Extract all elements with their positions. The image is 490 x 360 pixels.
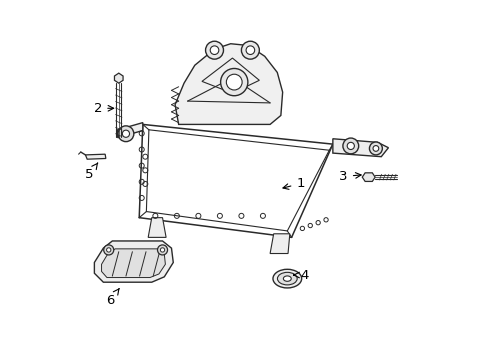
Ellipse shape: [277, 273, 297, 285]
Polygon shape: [148, 218, 166, 237]
Circle shape: [369, 142, 382, 155]
Circle shape: [160, 248, 165, 252]
Text: 1: 1: [283, 177, 305, 190]
Text: 6: 6: [106, 288, 119, 307]
Circle shape: [242, 41, 259, 59]
Ellipse shape: [283, 276, 291, 281]
Polygon shape: [95, 241, 173, 282]
Polygon shape: [270, 234, 290, 253]
Polygon shape: [362, 173, 375, 181]
Text: 2: 2: [94, 102, 114, 115]
Text: 5: 5: [85, 163, 98, 181]
Polygon shape: [118, 123, 143, 138]
Circle shape: [205, 41, 223, 59]
Circle shape: [343, 138, 359, 154]
Circle shape: [226, 74, 242, 90]
Text: 3: 3: [340, 170, 361, 183]
Circle shape: [373, 145, 379, 151]
Polygon shape: [115, 73, 123, 83]
Ellipse shape: [273, 269, 302, 288]
Circle shape: [107, 248, 111, 252]
Circle shape: [347, 142, 354, 149]
Text: 4: 4: [294, 269, 308, 282]
Circle shape: [118, 126, 134, 141]
Polygon shape: [101, 249, 166, 278]
Polygon shape: [333, 139, 389, 157]
Circle shape: [157, 245, 168, 255]
Circle shape: [122, 130, 129, 137]
Polygon shape: [85, 154, 106, 159]
Circle shape: [210, 46, 219, 54]
Polygon shape: [175, 44, 283, 125]
Circle shape: [246, 46, 255, 54]
Circle shape: [104, 245, 114, 255]
Circle shape: [220, 68, 248, 96]
